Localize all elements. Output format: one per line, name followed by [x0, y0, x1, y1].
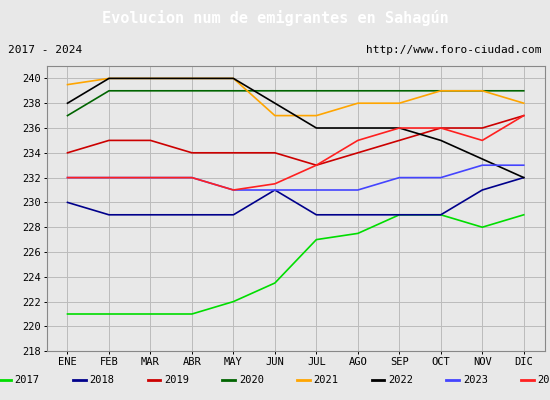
Text: 2017 - 2024: 2017 - 2024 — [8, 45, 82, 55]
Text: http://www.foro-ciudad.com: http://www.foro-ciudad.com — [366, 45, 542, 55]
Text: 2022: 2022 — [388, 374, 413, 385]
Text: 2019: 2019 — [164, 374, 189, 385]
Text: 2018: 2018 — [90, 374, 114, 385]
Text: Evolucion num de emigrantes en Sahagún: Evolucion num de emigrantes en Sahagún — [102, 10, 448, 26]
Text: 2020: 2020 — [239, 374, 264, 385]
Text: 2023: 2023 — [463, 374, 488, 385]
Text: 2021: 2021 — [314, 374, 338, 385]
Text: 2024: 2024 — [537, 374, 550, 385]
Text: 2017: 2017 — [15, 374, 40, 385]
